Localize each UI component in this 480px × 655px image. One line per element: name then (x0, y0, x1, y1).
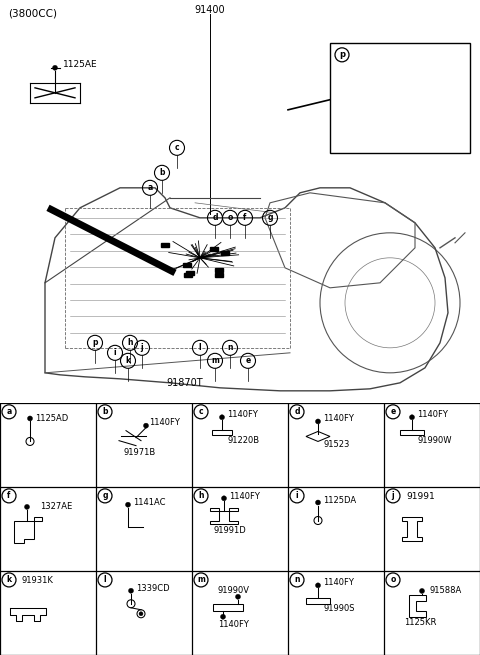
Text: a: a (6, 407, 12, 417)
Text: 91191F: 91191F (353, 50, 389, 60)
Text: b: b (102, 407, 108, 417)
Text: 91870T: 91870T (167, 378, 204, 388)
Circle shape (236, 594, 240, 599)
Circle shape (409, 415, 415, 420)
Text: 91523: 91523 (323, 440, 349, 449)
Text: f: f (243, 214, 247, 222)
Polygon shape (161, 243, 169, 247)
Polygon shape (184, 273, 192, 277)
Text: a: a (147, 183, 153, 193)
Text: e: e (245, 356, 251, 365)
Text: 91588A: 91588A (429, 586, 461, 595)
Text: 91220B: 91220B (227, 436, 259, 445)
Polygon shape (215, 268, 223, 272)
Text: 91400: 91400 (195, 5, 225, 15)
Text: p: p (339, 50, 345, 60)
Text: 91990W: 91990W (417, 436, 452, 445)
Circle shape (220, 614, 226, 619)
Text: 1125DA: 1125DA (323, 496, 356, 505)
Text: d: d (212, 214, 218, 222)
Text: 91991D: 91991D (214, 526, 247, 534)
Circle shape (27, 416, 33, 421)
Circle shape (144, 423, 148, 428)
Text: 1140FY: 1140FY (227, 410, 258, 419)
Circle shape (420, 588, 424, 593)
Text: l: l (199, 343, 201, 352)
Text: 1125KR: 1125KR (404, 618, 436, 627)
Polygon shape (215, 273, 223, 277)
Circle shape (139, 612, 143, 616)
Bar (400, 430, 424, 435)
Polygon shape (221, 251, 229, 255)
Text: f: f (7, 491, 11, 500)
Text: 1140FY: 1140FY (218, 620, 249, 629)
Bar (330, 43, 470, 153)
Text: n: n (294, 576, 300, 584)
Text: 1327AE: 1327AE (40, 502, 72, 512)
Text: 1140FY: 1140FY (323, 414, 354, 423)
Text: j: j (141, 343, 144, 352)
Text: g: g (267, 214, 273, 222)
Text: i: i (114, 348, 116, 358)
Polygon shape (186, 271, 194, 275)
Text: m: m (211, 356, 219, 365)
Text: 1141AC: 1141AC (133, 498, 166, 507)
Text: o: o (228, 214, 233, 222)
Text: g: g (102, 491, 108, 500)
Bar (212, 430, 232, 435)
Text: c: c (175, 143, 180, 153)
Text: 91990V: 91990V (218, 586, 250, 595)
Text: 91931K: 91931K (22, 576, 54, 586)
Circle shape (125, 502, 131, 507)
Circle shape (129, 588, 133, 593)
Text: 1140FY: 1140FY (417, 410, 448, 419)
Circle shape (52, 66, 58, 70)
Text: 1140FY: 1140FY (323, 578, 354, 587)
Circle shape (315, 419, 321, 424)
Text: n: n (227, 343, 233, 352)
Text: o: o (390, 576, 396, 584)
Circle shape (219, 415, 225, 420)
Text: 1125AD: 1125AD (35, 414, 68, 423)
Text: 1140FY: 1140FY (229, 492, 260, 501)
Text: (3800CC): (3800CC) (8, 8, 57, 18)
Text: l: l (104, 576, 106, 584)
Circle shape (315, 500, 321, 505)
Circle shape (221, 496, 227, 501)
Text: p: p (92, 339, 98, 347)
Text: b: b (159, 168, 165, 178)
Text: h: h (127, 339, 133, 347)
Text: i: i (296, 491, 298, 500)
Text: k: k (6, 576, 12, 584)
Text: d: d (294, 407, 300, 417)
Polygon shape (211, 247, 218, 251)
Text: 1125AE: 1125AE (63, 60, 97, 69)
Polygon shape (183, 263, 191, 267)
Text: 91991: 91991 (406, 493, 435, 501)
Text: 1140FY: 1140FY (149, 418, 180, 427)
Text: j: j (392, 491, 394, 500)
Text: h: h (198, 491, 204, 500)
Text: 91990S: 91990S (323, 604, 355, 613)
Text: c: c (199, 407, 204, 417)
Circle shape (315, 583, 321, 588)
Text: e: e (390, 407, 396, 417)
Text: 91971B: 91971B (123, 448, 155, 457)
Bar (306, 599, 330, 605)
Circle shape (24, 504, 29, 510)
Text: m: m (197, 576, 205, 584)
Text: k: k (125, 356, 131, 365)
Text: 1339CD: 1339CD (136, 584, 169, 593)
